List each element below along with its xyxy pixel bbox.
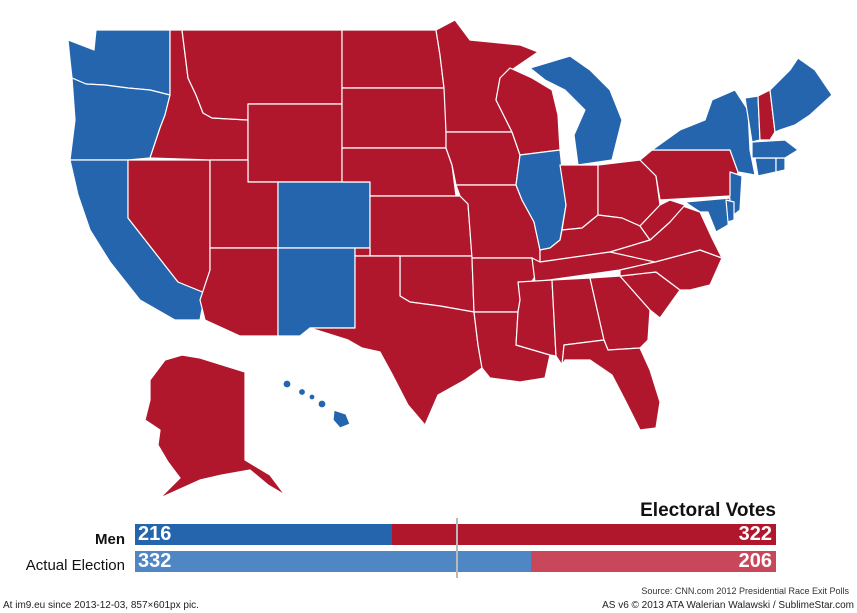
state-mi <box>529 55 623 166</box>
bar-men-rep: 322 <box>392 524 776 545</box>
state-fl <box>561 339 661 431</box>
state-az <box>199 247 279 337</box>
state-ct <box>754 157 777 177</box>
state-co <box>277 181 371 249</box>
state-me <box>769 57 833 133</box>
footer: At im9.eu since 2013-12-03, 857×601px pi… <box>0 599 857 613</box>
us-map <box>67 19 833 499</box>
state-wv <box>639 199 686 241</box>
source-note: Source: CNN.com 2012 Presidential Race E… <box>641 586 849 596</box>
actual-dem-value: 332 <box>138 550 172 572</box>
men-dem-value: 216 <box>138 523 172 545</box>
bar-actual-dem: 332 <box>135 551 531 572</box>
state-ia <box>445 131 521 186</box>
state-nm <box>277 247 356 337</box>
state-sd <box>341 87 447 149</box>
state-tx <box>309 255 483 426</box>
footer-left: At im9.eu since 2013-12-03, 857×601px pi… <box>3 600 199 611</box>
state-ma <box>751 139 799 159</box>
state-ks <box>369 195 473 257</box>
actual-rep-value: 206 <box>738 550 772 572</box>
row-label-men: Men <box>95 531 125 548</box>
bar-men-dem: 216 <box>135 524 392 545</box>
state-ak <box>144 354 286 499</box>
men-rep-value: 322 <box>738 523 772 545</box>
state-de <box>725 199 735 223</box>
state-nh <box>757 89 776 141</box>
legend-title: Electoral Votes <box>640 500 776 521</box>
majority-line <box>456 518 458 578</box>
state-ms <box>515 279 557 357</box>
state-nd <box>341 29 445 89</box>
bar-actual-rep: 206 <box>531 551 776 572</box>
state-md <box>684 197 731 233</box>
state-wy <box>247 103 343 183</box>
state-hi <box>282 379 351 429</box>
row-label-actual: Actual Election <box>25 557 125 574</box>
footer-right: AS v6 © 2013 ATA Walerian Walawski / Sub… <box>602 600 854 611</box>
state-ri <box>775 157 786 173</box>
